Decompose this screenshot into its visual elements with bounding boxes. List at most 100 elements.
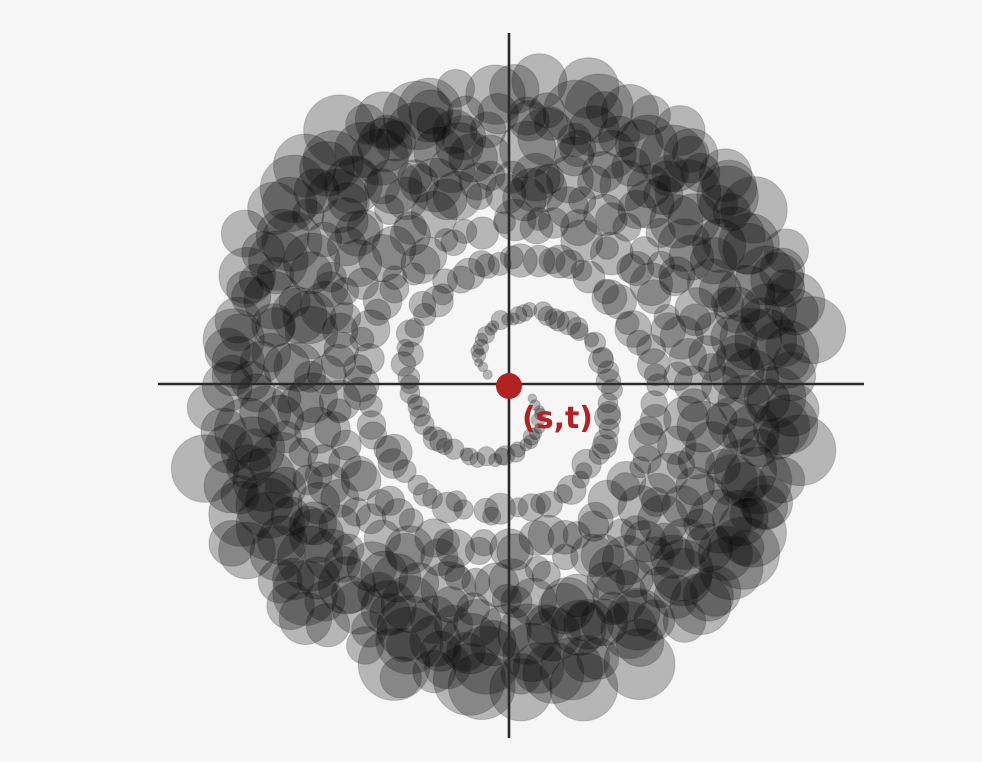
sample-disk xyxy=(544,308,566,330)
sample-disk xyxy=(357,117,413,173)
sample-disk xyxy=(588,443,610,465)
sample-disk xyxy=(439,612,501,675)
sample-disk xyxy=(251,303,297,349)
sample-disk xyxy=(443,438,465,460)
sample-disk xyxy=(245,477,294,526)
sample-disk xyxy=(208,520,256,567)
sample-disk xyxy=(556,474,587,505)
sample-disk xyxy=(296,556,340,600)
sample-disk xyxy=(712,193,751,232)
sample-disk xyxy=(764,414,837,487)
sample-disk xyxy=(534,405,545,416)
sample-disk xyxy=(322,312,359,349)
sample-disk xyxy=(435,122,484,171)
sample-disk xyxy=(330,429,362,461)
sample-disk xyxy=(297,481,341,525)
sample-disk xyxy=(629,236,659,266)
sample-disk xyxy=(489,64,540,115)
sample-disk xyxy=(384,176,429,221)
sample-disk xyxy=(271,287,328,344)
sample-disk xyxy=(382,80,452,151)
sample-disk xyxy=(507,96,547,136)
sample-disk xyxy=(583,332,600,348)
sample-disk xyxy=(499,245,524,270)
sample-disk xyxy=(637,494,689,547)
sample-disk xyxy=(735,245,796,306)
sample-disk xyxy=(613,589,661,637)
sample-disk xyxy=(321,197,369,245)
sample-disk xyxy=(448,132,498,183)
sample-disk xyxy=(701,159,758,216)
sample-disk xyxy=(676,388,712,423)
sample-disk xyxy=(469,111,507,149)
sample-disk xyxy=(705,402,738,435)
sample-disk xyxy=(643,175,684,216)
sample-disk xyxy=(413,126,465,178)
sample-disk xyxy=(618,114,679,175)
sample-disk xyxy=(603,628,676,700)
sample-disk xyxy=(568,105,620,158)
sample-disk xyxy=(491,583,523,615)
sample-disk xyxy=(306,221,343,258)
sample-disk xyxy=(432,586,469,624)
sample-disk xyxy=(568,186,597,215)
sample-disk xyxy=(464,536,494,566)
sample-disk xyxy=(408,290,437,319)
sample-disk xyxy=(288,505,329,546)
sample-disk xyxy=(577,501,614,539)
sample-disk xyxy=(312,271,349,308)
sample-disk xyxy=(407,396,430,418)
sample-disk xyxy=(389,215,431,257)
sample-disk xyxy=(592,346,614,368)
sample-disk xyxy=(658,256,696,294)
sample-disk xyxy=(232,447,297,513)
sample-disk xyxy=(626,163,672,209)
sample-disk xyxy=(293,501,337,546)
sample-disk xyxy=(204,327,252,375)
sample-disk xyxy=(764,271,826,333)
sample-disk xyxy=(595,368,622,395)
sample-disk xyxy=(201,361,253,413)
sample-disk xyxy=(435,529,476,569)
sample-disk xyxy=(393,211,428,246)
sample-disk xyxy=(614,310,653,348)
sample-disk xyxy=(316,261,347,293)
sample-disk xyxy=(601,535,652,586)
sample-disk xyxy=(302,130,365,193)
sample-disk xyxy=(385,627,422,663)
sample-disk xyxy=(677,442,715,480)
sample-disk xyxy=(238,263,275,299)
sample-disk xyxy=(351,128,409,186)
sample-disk xyxy=(701,365,743,407)
sample-disk xyxy=(684,523,734,572)
sample-disk xyxy=(431,283,454,306)
sample-disk xyxy=(551,543,579,571)
sample-disk xyxy=(518,520,555,556)
sample-disk xyxy=(371,225,417,271)
sample-disk xyxy=(477,326,495,344)
sample-disk xyxy=(685,421,739,475)
sample-disk xyxy=(331,156,379,204)
sample-disk xyxy=(356,410,387,440)
sample-disk xyxy=(576,637,620,680)
sample-disk xyxy=(534,422,546,434)
sample-disk xyxy=(264,466,307,509)
sample-disk xyxy=(484,323,498,336)
sample-disk xyxy=(645,217,676,248)
sample-disk xyxy=(485,173,527,215)
sample-disk xyxy=(659,517,712,571)
sample-disk xyxy=(425,178,468,221)
sample-disk xyxy=(598,115,640,158)
sample-disk xyxy=(445,490,468,512)
sample-disk xyxy=(595,591,630,626)
sample-disk xyxy=(359,421,388,450)
sample-disk xyxy=(496,533,534,571)
sample-disk xyxy=(630,94,671,136)
sample-disk xyxy=(289,508,345,564)
sample-disk xyxy=(502,176,547,222)
sample-disk xyxy=(241,230,285,275)
sample-disk xyxy=(385,102,447,163)
sample-disk xyxy=(758,456,806,504)
sample-disk xyxy=(396,338,415,357)
sample-disk xyxy=(637,348,671,382)
